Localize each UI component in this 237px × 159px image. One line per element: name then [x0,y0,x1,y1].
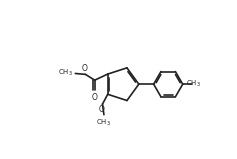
Text: CH$_3$: CH$_3$ [96,118,111,128]
Text: O: O [82,64,87,73]
Text: O: O [99,105,105,114]
Text: CH$_3$: CH$_3$ [58,68,73,78]
Text: CH$_3$: CH$_3$ [186,79,201,89]
Text: O: O [92,93,98,102]
